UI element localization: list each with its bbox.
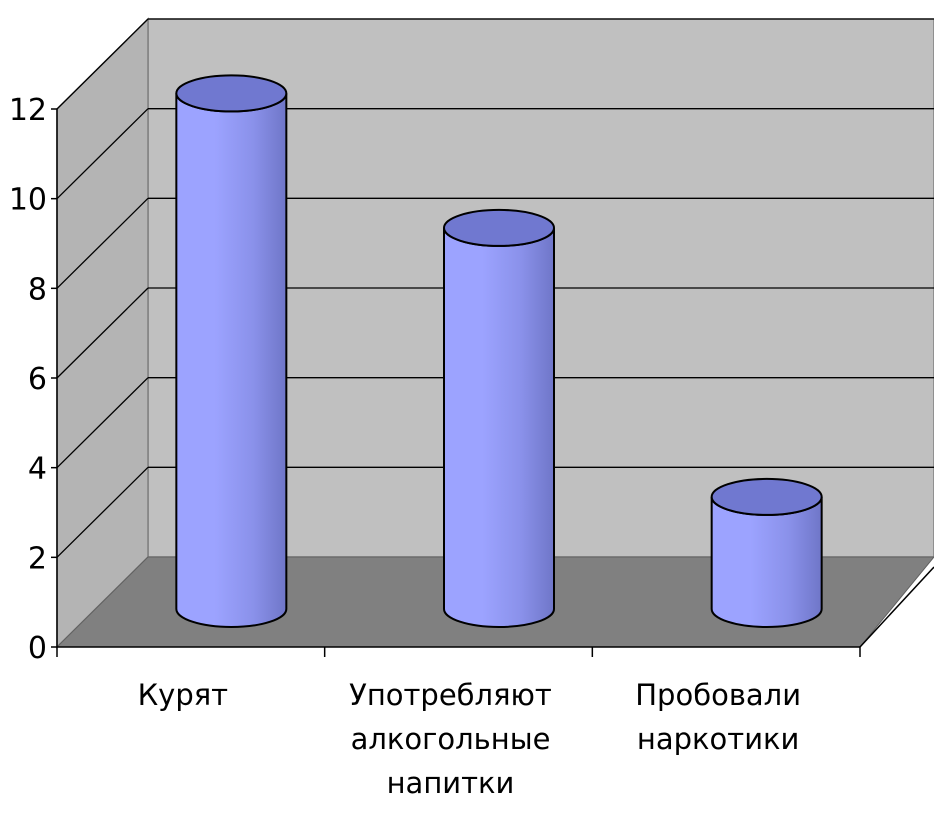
y-tick-label: 10 — [9, 183, 47, 218]
y-tick-label: 8 — [28, 272, 47, 307]
y-axis: 0 2 4 6 8 10 12 — [9, 93, 861, 666]
bar-cylinder — [175, 74, 288, 628]
y-tick-label: 4 — [28, 452, 47, 487]
gridline-side — [56, 18, 149, 110]
bar-body — [710, 496, 823, 628]
bar-cylinder — [443, 208, 555, 628]
gridline-side — [56, 108, 149, 200]
y-tick-label: 6 — [28, 362, 47, 397]
x-category-label-line: наркотики — [637, 722, 800, 756]
bar-cylinder — [710, 477, 823, 628]
bars — [175, 74, 823, 628]
bar-top — [175, 74, 288, 113]
gridline-side — [56, 197, 149, 289]
y-tick-label: 2 — [28, 541, 47, 576]
x-category-label-line: Пробовали — [635, 678, 801, 712]
x-category-label-line: Употребляют — [349, 678, 552, 712]
x-category-label-line: Курят — [138, 678, 229, 712]
gridline-side — [56, 377, 149, 469]
y-tick-label: 12 — [9, 93, 47, 128]
x-category-label: Курят — [138, 678, 229, 712]
bar-body — [443, 227, 555, 628]
bar-body — [175, 93, 288, 628]
floor-right-edge — [859, 566, 934, 648]
x-axis-labels: Курят Употребляют алкогольные напитки Пробов… — [138, 678, 802, 800]
y-tick-label: 0 — [28, 631, 47, 666]
x-category-label: Пробовали наркотики — [635, 678, 801, 756]
bar-top — [443, 208, 555, 247]
x-category-label-line: алкогольные — [351, 722, 551, 756]
x-category-label-line: напитки — [387, 766, 515, 800]
bar-top — [710, 477, 823, 516]
gridline-side — [56, 287, 149, 379]
x-category-label: Употребляют алкогольные напитки — [349, 678, 552, 800]
gridline-side — [56, 466, 149, 558]
